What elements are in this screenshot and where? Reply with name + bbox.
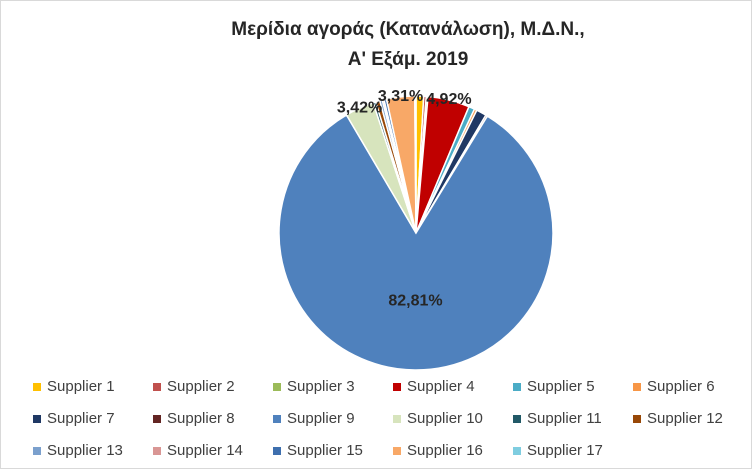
data-label: 4,92% xyxy=(426,91,471,108)
legend-swatch xyxy=(153,415,161,423)
legend-label: Supplier 11 xyxy=(527,410,602,427)
legend-swatch xyxy=(153,447,161,455)
legend-swatch xyxy=(513,415,521,423)
legend-swatch xyxy=(33,415,41,423)
legend-swatch xyxy=(633,415,641,423)
legend-label: Supplier 9 xyxy=(287,410,355,427)
legend-swatch xyxy=(273,383,281,391)
legend-swatch xyxy=(393,383,401,391)
legend-label: Supplier 10 xyxy=(407,410,483,427)
legend-swatch xyxy=(633,383,641,391)
data-label: 82,81% xyxy=(388,293,442,310)
legend-swatch xyxy=(33,447,41,455)
legend-swatch xyxy=(153,383,161,391)
legend-label: Supplier 16 xyxy=(407,442,483,459)
legend-label: Supplier 15 xyxy=(287,442,363,459)
legend-swatch xyxy=(393,447,401,455)
legend-label: Supplier 3 xyxy=(287,378,355,395)
chart-subtitle: Α' Εξάμ. 2019 xyxy=(348,49,469,70)
legend-label: Supplier 12 xyxy=(647,410,723,427)
legend-label: Supplier 13 xyxy=(47,442,123,459)
legend-label: Supplier 1 xyxy=(47,378,115,395)
legend-label: Supplier 6 xyxy=(647,378,715,395)
legend-label: Supplier 17 xyxy=(527,442,603,459)
pie-slice xyxy=(414,95,417,234)
legend-swatch xyxy=(513,447,521,455)
pie-slice xyxy=(278,113,554,371)
legend-label: Supplier 14 xyxy=(167,442,243,459)
chart-title: Μερίδια αγοράς (Κατανάλωση), Μ.Δ.Ν., xyxy=(231,19,584,40)
data-label: 3,42% xyxy=(337,99,382,116)
legend-swatch xyxy=(273,415,281,423)
legend-label: Supplier 5 xyxy=(527,378,595,395)
legend-swatch xyxy=(513,383,521,391)
data-label: 3,31% xyxy=(378,88,423,105)
legend-swatch xyxy=(33,383,41,391)
legend-swatch xyxy=(273,447,281,455)
legend-label: Supplier 8 xyxy=(167,410,235,427)
legend-swatch xyxy=(393,415,401,423)
legend-label: Supplier 7 xyxy=(47,410,115,427)
legend-label: Supplier 4 xyxy=(407,378,475,395)
legend-label: Supplier 2 xyxy=(167,378,235,395)
